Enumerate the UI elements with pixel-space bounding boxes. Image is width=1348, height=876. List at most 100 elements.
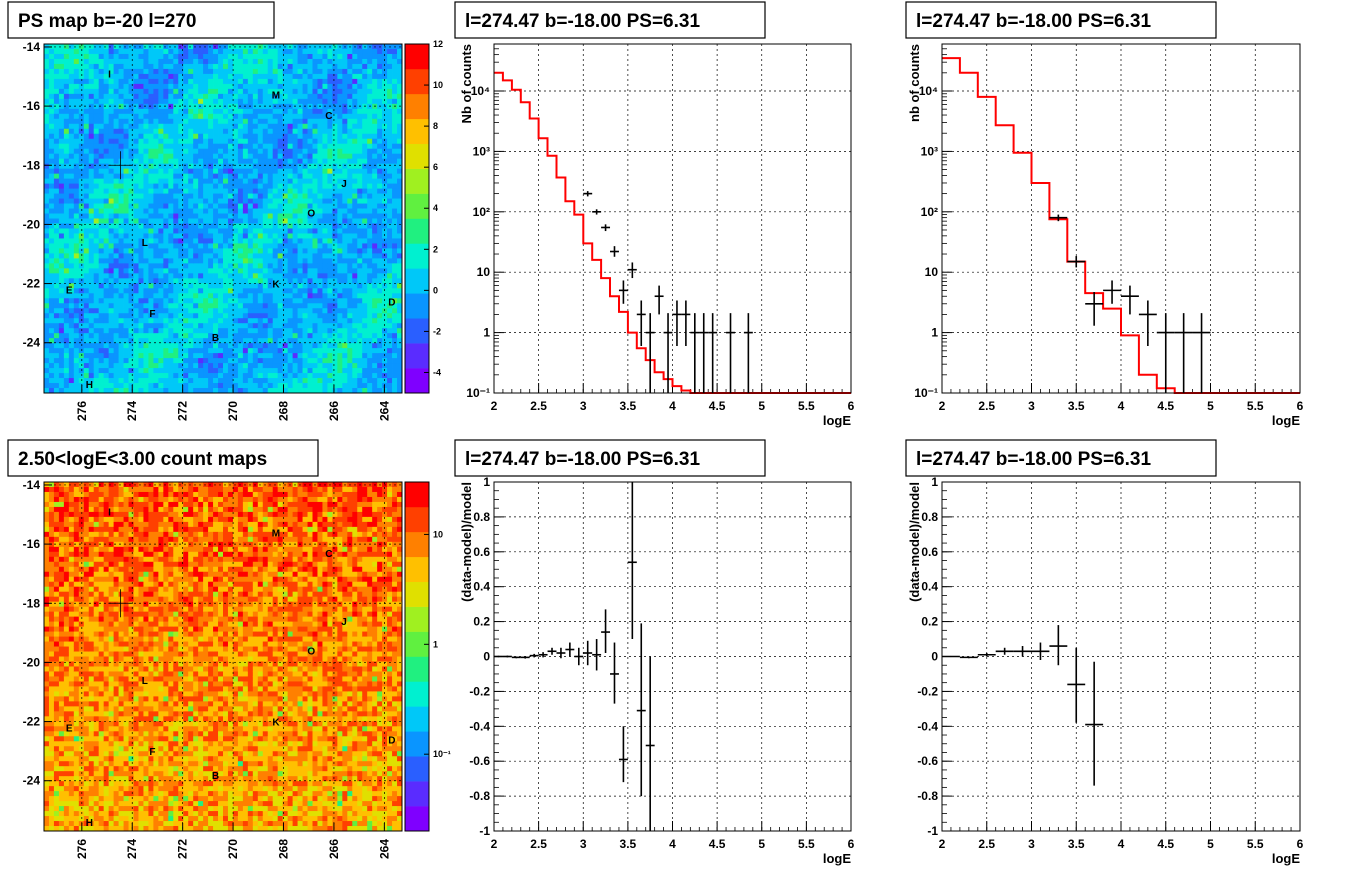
data-point: [690, 313, 700, 393]
y-tick-label: -14: [23, 40, 41, 54]
source-label: F: [149, 747, 155, 758]
y-tick-label: -18: [23, 158, 41, 172]
data-point: [601, 224, 611, 232]
x-tick-label: 2: [939, 837, 946, 851]
x-tick-label: 268: [277, 839, 291, 859]
title-box: [905, 439, 1217, 477]
data-point: [618, 726, 628, 783]
source-label: E: [66, 285, 73, 296]
data-point: [520, 656, 530, 659]
x-tick-label: 4: [669, 399, 676, 413]
x-tick-label: 4.5: [709, 837, 726, 851]
x-tick-label: 5: [1207, 399, 1214, 413]
source-label: O: [307, 209, 315, 220]
y-tick-label: 1: [483, 326, 490, 340]
y-tick-label: -24: [23, 336, 41, 350]
model-line: [942, 57, 1300, 394]
data-point: [627, 262, 637, 279]
y-tick-label: -22: [23, 715, 41, 729]
data-point: [1103, 280, 1121, 304]
data-point: [636, 300, 646, 346]
heatmap-cells: [44, 44, 403, 394]
data-point: [1067, 256, 1086, 268]
data-point: [672, 300, 682, 346]
data-point: [610, 246, 619, 257]
source-label: M: [272, 528, 280, 539]
data-point: [529, 653, 539, 658]
data-point: [959, 656, 978, 659]
colorbar-frame: [404, 481, 430, 832]
data-point: [627, 482, 637, 640]
colorbar-tick-label: 1: [433, 639, 438, 649]
spec-coarse-panel: l=274.47 b=-18.00 PS=6.31 2 2.5 3 3.5 4 4.5 5 5.…: [905, 1, 1304, 428]
data-point: [1156, 313, 1175, 393]
data-point: [699, 313, 709, 393]
data-point: [743, 313, 753, 393]
x-tick-label: 5: [1207, 837, 1214, 851]
colorbar-segment: [405, 506, 429, 533]
x-tick-label: 4: [1118, 837, 1125, 851]
data-point: [708, 313, 718, 393]
y-tick-label: 0.6: [473, 545, 490, 559]
data-point: [1049, 625, 1068, 666]
y-axis-label: nb of counts: [907, 44, 922, 122]
x-axis-label: logE: [1272, 851, 1300, 866]
x-axis-label: logE: [1272, 413, 1300, 428]
x-tick-label: 2.5: [530, 837, 547, 851]
colorbar-segment: [405, 656, 429, 682]
y-tick-label: 10⁻¹: [466, 386, 490, 400]
colorbar-tick-label: 4: [433, 203, 438, 213]
x-tick-label: 270: [226, 839, 240, 859]
x-tick-label: 3: [1028, 837, 1035, 851]
colorbar-tick-label: 8: [433, 121, 438, 131]
colorbar-segment: [405, 368, 429, 394]
data-point: [574, 647, 584, 666]
y-tick-label: -0.4: [469, 719, 490, 733]
y-axis-label: (data-model)/model: [459, 482, 474, 602]
data-point: [610, 642, 619, 704]
data-point: [1031, 642, 1050, 660]
plot-frame: [493, 43, 852, 394]
x-tick-label: 5.5: [1247, 399, 1264, 413]
title-box: [7, 1, 275, 39]
y-tick-label: -0.6: [469, 754, 490, 768]
resid-coarse-panel: l=274.47 b=-18.00 PS=6.31 2 2.5 3 3.5 4 4.5 5 5.…: [905, 439, 1304, 866]
data-point: [636, 623, 646, 797]
source-label: L: [142, 676, 148, 687]
data-point: [583, 640, 593, 666]
x-tick-label: 3.5: [1068, 399, 1085, 413]
chart-title: l=274.47 b=-18.00 PS=6.31: [465, 449, 700, 470]
data-point: [502, 655, 512, 658]
plot-frame: [941, 481, 1301, 832]
heatmap-cells: [44, 482, 403, 832]
x-tick-label: 3.5: [620, 399, 637, 413]
source-label: C: [325, 549, 332, 560]
x-tick-label: 270: [226, 401, 240, 421]
y-tick-label: 10³: [921, 144, 938, 158]
model-line: [494, 71, 851, 394]
x-tick-label: 5: [758, 399, 765, 413]
y-tick-label: -20: [23, 655, 41, 669]
colorbar-segment: [405, 556, 429, 583]
x-tick-label: 6: [1297, 837, 1304, 851]
colorbar-tick-label: 6: [433, 162, 438, 172]
colorbar-segment: [405, 68, 429, 95]
colorbar-segment: [405, 606, 429, 632]
data-point: [601, 609, 611, 654]
x-tick-label: 274: [125, 401, 139, 421]
source-label: M: [272, 90, 280, 101]
data-point: [726, 313, 735, 393]
x-tick-label: 5.5: [1247, 837, 1264, 851]
x-tick-label: 6: [848, 399, 855, 413]
x-tick-label: 5: [758, 837, 765, 851]
plot-frame: [941, 43, 1301, 394]
x-tick-label: 6: [1297, 399, 1304, 413]
x-tick-label: 274: [125, 839, 139, 859]
colorbar-segment: [405, 581, 429, 607]
data-point: [511, 656, 521, 659]
x-tick-label: 272: [176, 401, 190, 421]
source-label: I: [108, 508, 111, 519]
title-box: [905, 1, 1217, 39]
